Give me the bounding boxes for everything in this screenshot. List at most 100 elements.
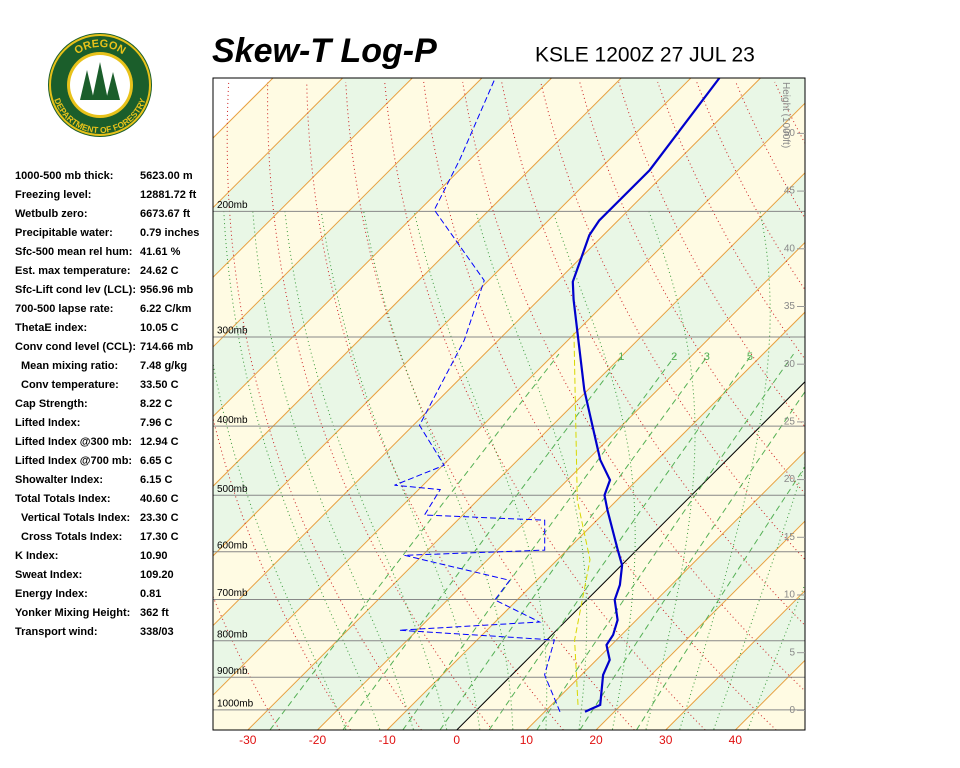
dry-adiabat	[384, 81, 706, 730]
index-label: Yonker Mixing Height:	[15, 607, 130, 619]
dry-adiabat	[892, 82, 960, 730]
y-tick-label: 700mb	[217, 588, 248, 599]
isotherm	[804, 729, 805, 730]
y2-tick-label: 50	[784, 128, 796, 139]
index-label: Lifted Index:	[15, 417, 80, 429]
index-label: Transport wind:	[15, 626, 98, 638]
index-value: 40.60 C	[140, 493, 179, 505]
index-value: 7.48 g/kg	[140, 360, 187, 372]
isotherm	[213, 78, 692, 557]
moist-adiabat	[223, 211, 381, 730]
x-tick-label: 40	[729, 733, 743, 747]
sounding-line	[573, 330, 591, 705]
isotherm	[456, 381, 805, 730]
index-label: Lifted Index @700 mb:	[15, 455, 132, 467]
y2-tick-label: 40	[784, 243, 796, 254]
index-label: ThetaE index:	[15, 322, 87, 334]
index-label: Showalter Index:	[15, 474, 103, 486]
index-label: Conv cond level (CCL):	[15, 341, 136, 353]
isotherm	[317, 241, 805, 730]
isotherm	[247, 172, 805, 730]
index-value: 0.79 inches	[140, 227, 199, 239]
index-value: 956.96 mb	[140, 284, 193, 296]
sounding-line	[394, 80, 561, 712]
index-label: K Index:	[15, 550, 58, 562]
x-tick-label: 10	[520, 733, 534, 747]
y2-tick-label: 5	[789, 647, 795, 658]
mixing-ratio-label: 5	[747, 351, 753, 363]
plot-frame	[212, 77, 806, 731]
title: Skew-T Log-P	[212, 32, 437, 70]
moist-adiabat	[363, 211, 514, 730]
x-tick-label: -20	[309, 733, 327, 747]
index-value: 8.22 C	[140, 398, 172, 410]
moist-adiabat	[747, 582, 805, 730]
dry-adiabat	[853, 82, 960, 730]
y-tick-label: 600mb	[217, 540, 248, 551]
isotherm	[386, 311, 805, 730]
isotherm	[213, 78, 622, 487]
index-value: 714.66 mb	[140, 341, 193, 353]
isotherm-band	[213, 78, 805, 696]
index-value: 10.90	[140, 550, 168, 562]
moist-adiabat	[679, 211, 771, 730]
mixing-ratio-label: 2	[671, 351, 677, 363]
y2-tick-label: 25	[784, 417, 796, 428]
index-value: 338/03	[140, 626, 174, 638]
index-value: 6.22 C/km	[140, 303, 192, 315]
index-value: 17.30 C	[140, 531, 179, 543]
index-value: 12881.72 ft	[140, 189, 197, 201]
isotherm	[213, 78, 483, 348]
y2-axis-label: Height (1000ft)	[780, 82, 791, 148]
subtitle: KSLE 1200Z 27 JUL 23	[535, 44, 755, 67]
y-tick-label: 900mb	[217, 666, 248, 677]
index-label: Sfc-500 mean rel hum:	[15, 246, 132, 258]
index-value: 10.05 C	[140, 322, 179, 334]
dry-adiabat	[618, 81, 805, 428]
mixing-ratio-line	[342, 353, 624, 730]
y-tick-label: 500mb	[217, 484, 248, 495]
svg-text:OREGON: OREGON	[72, 38, 127, 57]
dry-adiabat	[931, 82, 960, 730]
index-label: Est. max temperature:	[15, 265, 131, 277]
isotherm	[213, 78, 761, 627]
isotherm-band	[213, 103, 805, 730]
index-value: 6673.67 ft	[140, 208, 190, 220]
dry-adiabat	[213, 416, 351, 730]
isotherm	[875, 78, 960, 730]
moist-adiabat	[213, 360, 347, 730]
index-value: 5623.00 m	[140, 170, 193, 182]
index-value: 6.65 C	[140, 455, 172, 467]
index-label: Wetbulb zero:	[15, 208, 88, 220]
y2-tick-label: 0	[789, 705, 795, 716]
y2-tick-label: 15	[784, 532, 796, 543]
x-tick-label: 30	[659, 733, 673, 747]
index-value: 24.62 C	[140, 265, 179, 277]
mixing-ratio-line	[269, 353, 560, 730]
y-tick-label: 300mb	[217, 326, 248, 337]
isotherm	[213, 78, 344, 209]
isotherm-band	[875, 78, 960, 730]
isotherm	[526, 450, 805, 730]
index-label: 700-500 lapse rate:	[15, 303, 113, 315]
x-tick-label: -10	[378, 733, 396, 747]
index-label: Cap Strength:	[15, 398, 88, 410]
dry-adiabat	[345, 81, 635, 730]
index-label: Total Totals Index:	[15, 493, 111, 505]
x-tick-label: 20	[589, 733, 603, 747]
y2-tick-label: 30	[784, 359, 796, 370]
y2-tick-label: 35	[784, 301, 796, 312]
mixing-ratio-line	[402, 353, 677, 730]
y2-tick-label: 20	[784, 474, 796, 485]
mixing-ratio-label: 1	[618, 351, 624, 363]
index-value: 23.30 C	[140, 512, 179, 524]
isotherm	[213, 78, 413, 279]
x-tick-label: -30	[239, 733, 257, 747]
isotherm	[213, 78, 552, 418]
y-tick-label: 800mb	[217, 629, 248, 640]
y-tick-label: 400mb	[217, 415, 248, 426]
logo: OREGON DEPARTMENT OF FORESTRY	[48, 33, 152, 137]
mixing-ratio-line	[636, 465, 805, 730]
x-tick-label: 0	[453, 733, 460, 747]
